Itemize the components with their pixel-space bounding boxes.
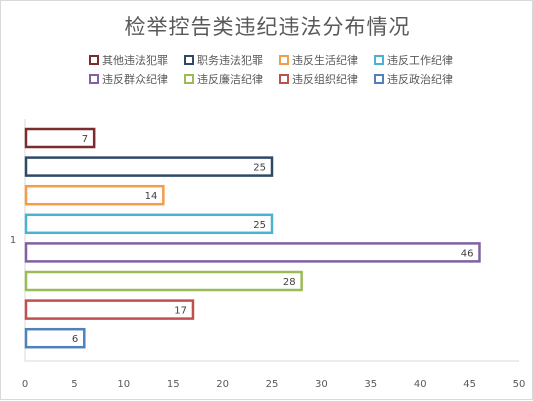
legend-label: 违反生活纪律 [292,54,358,67]
legend-item: 其他违法犯罪 [89,53,168,67]
legend-label: 其他违法犯罪 [102,54,168,67]
x-tick-label: 5 [71,379,77,390]
legend-swatch [374,55,384,65]
legend-swatch [279,55,289,65]
bar [24,299,195,320]
x-tick-label: 20 [216,379,229,390]
x-tick-label: 30 [315,379,328,390]
chart-title: 检举控告类违纪违法分布情况 [124,15,411,39]
x-tick-label: 25 [266,379,279,390]
bar-data-label: 28 [283,277,296,288]
x-tick-label: 45 [463,379,476,390]
legend-item: 违反生活纪律 [279,53,358,67]
bar-data-label: 17 [174,306,187,317]
x-tick-label: 35 [364,379,377,390]
y-tick-label: 1 [10,235,16,246]
bar-data-label: 25 [253,220,266,231]
legend-swatch [279,74,289,84]
bar-data-label: 14 [145,191,158,202]
x-tick-label: 0 [22,379,28,390]
x-tick-label: 15 [167,379,180,390]
bar [24,270,303,292]
legend-item: 职务违法犯罪 [184,53,263,67]
bar-data-label: 6 [72,334,78,345]
x-tick-label: 40 [414,379,427,390]
legend-label: 违反政治纪律 [387,73,453,86]
legend-swatch [184,55,194,65]
legend-label: 违反工作纪律 [387,54,453,67]
legend-label: 违反组织纪律 [292,73,358,86]
legend-item: 违反廉洁纪律 [184,72,263,86]
legend-item: 违反政治纪律 [374,72,453,86]
legend-swatch [89,55,99,65]
bar [24,213,274,235]
bar [24,184,165,206]
legend-label: 职务违法犯罪 [197,54,263,67]
x-tick-label: 50 [513,379,526,390]
bar [24,327,86,349]
legend-swatch [374,74,384,84]
legend-label: 违反群众纪律 [102,73,168,86]
legend-item: 违反工作纪律 [374,53,453,67]
legend-swatch [89,74,99,84]
bar-data-label: 7 [82,134,88,145]
x-tick-label: 10 [117,379,130,390]
legend-item: 违反群众纪律 [89,72,168,86]
legend-label: 违反廉洁纪律 [197,73,263,86]
bar-data-label: 25 [253,163,266,174]
legend-swatch [184,74,194,84]
bar [24,156,274,177]
bar-data-label: 46 [461,248,474,259]
bar [24,242,481,263]
bar [24,127,96,149]
legend-item: 违反组织纪律 [279,72,358,86]
